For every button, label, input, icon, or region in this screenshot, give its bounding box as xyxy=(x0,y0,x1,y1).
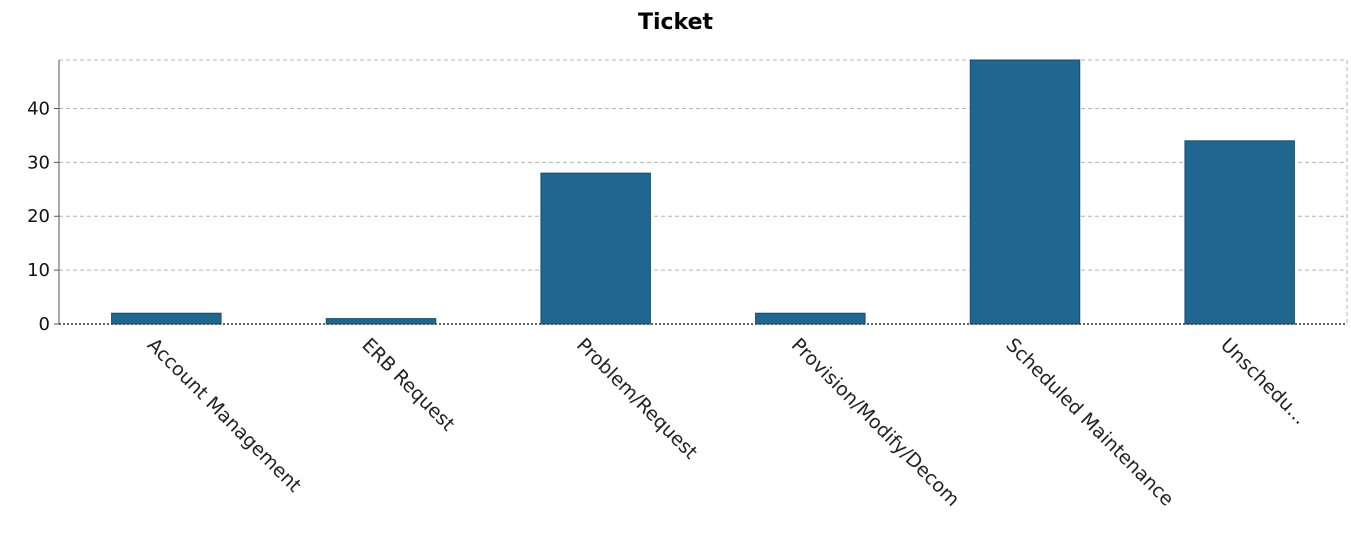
bar-5 xyxy=(1184,140,1295,325)
bar-1 xyxy=(325,318,437,325)
y-tick-label-40: 40 xyxy=(27,98,50,119)
x-tick-label-3: Provision/Modify/Decom xyxy=(787,334,964,511)
y-tick-label-30: 30 xyxy=(27,152,50,173)
x-tick-label-0: Account Management xyxy=(143,334,306,497)
bar-4 xyxy=(969,59,1081,325)
y-tick-label-0: 0 xyxy=(39,314,50,335)
y-tick-label-10: 10 xyxy=(27,260,50,281)
y-tick-label-20: 20 xyxy=(27,206,50,227)
x-tick-labels: Account Management ERB Request Problem/Req… xyxy=(143,334,1311,511)
x-tick-label-2: Problem/Request xyxy=(572,334,702,464)
gridlines xyxy=(59,59,1348,324)
y-tick-labels: 0 10 20 30 40 xyxy=(27,98,50,335)
x-tick-label-1: ERB Request xyxy=(357,334,458,435)
bars xyxy=(111,59,1295,325)
x-tick-label-5: Unschedu... xyxy=(1216,334,1311,429)
bar-3 xyxy=(755,312,866,325)
x-tick-label-4: Scheduled Maintenance xyxy=(1001,334,1178,511)
bar-0 xyxy=(111,312,222,325)
axes xyxy=(54,60,1347,325)
bar-2 xyxy=(540,172,651,325)
chart-title: Ticket xyxy=(637,10,714,35)
